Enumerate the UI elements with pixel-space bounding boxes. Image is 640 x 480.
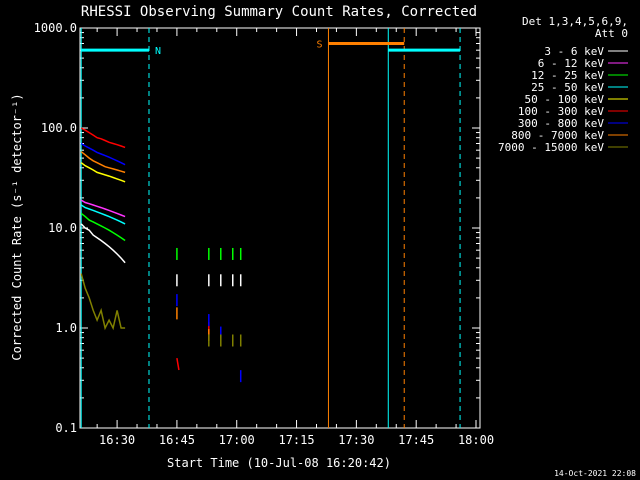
x-tick-label: 16:30 — [99, 433, 135, 447]
series-line — [80, 223, 126, 264]
legend-label: 6 - 12 keV — [538, 57, 605, 70]
legend-label: 100 - 300 keV — [518, 105, 604, 118]
legend-header-line: Det 1,3,4,5,6,9, — [522, 15, 628, 28]
series-line — [80, 142, 126, 166]
x-tick-label: 17:45 — [398, 433, 434, 447]
chart-title: RHESSI Observing Summary Count Rates, Co… — [81, 4, 477, 20]
x-tick-label: 17:15 — [278, 433, 314, 447]
y-tick-label: 0.1 — [55, 421, 77, 435]
y-tick-label: 100.0 — [41, 121, 77, 135]
series-line — [80, 151, 126, 174]
annotation-letter: N — [155, 46, 161, 57]
legend-label: 25 - 50 keV — [531, 81, 604, 94]
y-axis-label: Corrected Count Rate (s⁻¹ detector⁻¹) — [10, 93, 24, 360]
series-line — [80, 212, 126, 242]
x-tick-label: 16:45 — [159, 433, 195, 447]
series-line — [80, 273, 126, 331]
legend-header: Det 1,3,4,5,6,9,Att 0 — [522, 15, 628, 40]
legend-label: 300 - 800 keV — [518, 117, 604, 130]
series-line — [80, 204, 126, 225]
legend-label: 50 - 100 keV — [525, 93, 605, 106]
plot-frame — [79, 27, 481, 429]
y-tick-label: 1000.0 — [34, 21, 77, 35]
legend-label: 12 - 25 keV — [531, 69, 604, 82]
legend-label: 7000 - 15000 keV — [498, 141, 604, 154]
plot-area: 0.1 1.0 10.0 100.0 1000.0 16:30 16:45 17:00 17:1… — [34, 21, 494, 447]
y-tick-label: 10.0 — [48, 221, 77, 235]
series-line — [80, 127, 126, 149]
x-tick-label: 18:00 — [458, 433, 494, 447]
series-line — [80, 199, 126, 218]
footer-timestamp: 14-Oct-2021 22:08 — [554, 469, 636, 478]
series-line — [176, 357, 180, 371]
legend-header-line: Att 0 — [595, 27, 628, 40]
x-axis-label: Start Time (10-Jul-08 16:20:42) — [167, 456, 391, 470]
legend-label: 800 - 7000 keV — [511, 129, 604, 142]
series-line — [80, 162, 126, 183]
x-tick-label: 17:30 — [338, 433, 374, 447]
x-tick-label: 17:00 — [219, 433, 255, 447]
y-axis-label-text: Corrected Count Rate (s⁻¹ detector⁻¹) — [10, 93, 24, 360]
legend-label: 3 - 6 keV — [544, 45, 604, 58]
y-tick-label: 1.0 — [55, 321, 77, 335]
annotation-letter: S — [316, 39, 322, 50]
